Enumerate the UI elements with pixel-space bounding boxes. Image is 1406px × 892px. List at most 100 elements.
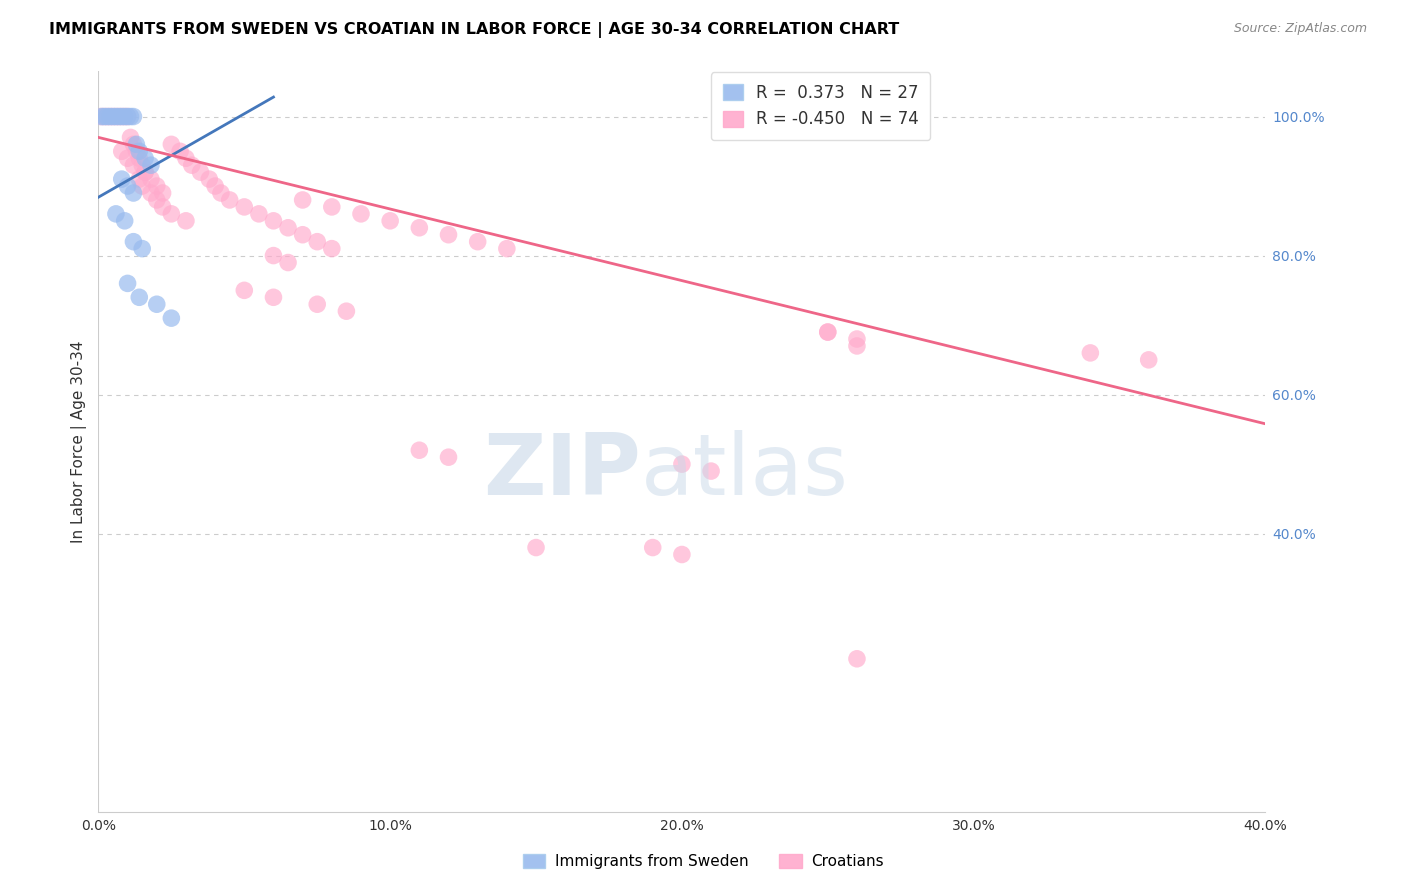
Point [160, 311, 183, 326]
Point [111, 145, 134, 159]
Point [146, 297, 169, 311]
Point [101, 110, 124, 124]
Point [291, 193, 314, 207]
Point [152, 200, 174, 214]
Point [467, 235, 489, 249]
Text: Source: ZipAtlas.com: Source: ZipAtlas.com [1233, 22, 1367, 36]
Point [128, 145, 150, 159]
Point [122, 158, 145, 172]
Point [117, 110, 139, 124]
Point [408, 443, 430, 458]
Point [93, 110, 115, 124]
Point [96, 110, 118, 124]
Point [131, 179, 153, 194]
Point [277, 220, 299, 235]
Point [122, 186, 145, 200]
Point [117, 277, 139, 291]
Point [437, 227, 460, 242]
Point [128, 172, 150, 186]
Point [209, 186, 232, 200]
Point [198, 172, 221, 186]
Point [350, 207, 373, 221]
Point [233, 283, 256, 297]
Point [671, 457, 693, 471]
Point [98, 110, 121, 124]
Point [98, 110, 121, 124]
Point [108, 110, 131, 124]
Point [125, 145, 148, 159]
Point [120, 130, 142, 145]
Point [111, 110, 134, 124]
Point [335, 304, 357, 318]
Text: ZIP: ZIP [484, 430, 641, 513]
Point [96, 110, 118, 124]
Point [146, 193, 169, 207]
Point [204, 179, 226, 194]
Point [846, 652, 869, 666]
Y-axis label: In Labor Force | Age 30-34: In Labor Force | Age 30-34 [72, 340, 87, 543]
Point [122, 235, 145, 249]
Point [146, 179, 169, 194]
Point [128, 151, 150, 165]
Point [114, 110, 136, 124]
Point [114, 214, 136, 228]
Point [90, 110, 112, 124]
Point [131, 242, 153, 256]
Point [174, 151, 197, 165]
Point [108, 110, 131, 124]
Point [218, 193, 240, 207]
Point [291, 227, 314, 242]
Point [131, 158, 153, 172]
Point [846, 332, 869, 346]
Point [114, 110, 136, 124]
Point [321, 242, 343, 256]
Point [93, 110, 115, 124]
Point [117, 151, 139, 165]
Point [174, 214, 197, 228]
Point [139, 186, 162, 200]
Point [180, 158, 202, 172]
Point [817, 325, 839, 339]
Point [101, 110, 124, 124]
Point [671, 548, 693, 562]
Point [104, 110, 127, 124]
Point [247, 207, 270, 221]
Point [262, 214, 284, 228]
Point [641, 541, 664, 555]
Point [437, 450, 460, 465]
Point [122, 110, 145, 124]
Point [380, 214, 402, 228]
Point [122, 137, 145, 152]
Point [139, 172, 162, 186]
Point [307, 235, 329, 249]
Point [262, 290, 284, 304]
Point [496, 242, 519, 256]
Point [139, 158, 162, 172]
Point [277, 255, 299, 269]
Point [111, 172, 134, 186]
Point [128, 290, 150, 304]
Point [321, 200, 343, 214]
Point [117, 110, 139, 124]
Point [152, 186, 174, 200]
Point [160, 207, 183, 221]
Point [134, 151, 156, 165]
Point [1080, 346, 1102, 360]
Point [190, 165, 212, 179]
Point [104, 110, 127, 124]
Point [1137, 352, 1160, 367]
Point [262, 249, 284, 263]
Point [700, 464, 723, 478]
Point [134, 165, 156, 179]
Point [524, 541, 547, 555]
Point [233, 200, 256, 214]
Point [408, 220, 430, 235]
Text: atlas: atlas [641, 430, 849, 513]
Point [307, 297, 329, 311]
Point [846, 339, 869, 353]
Point [90, 110, 112, 124]
Point [111, 110, 134, 124]
Point [160, 137, 183, 152]
Legend: R =  0.373   N = 27, R = -0.450   N = 74: R = 0.373 N = 27, R = -0.450 N = 74 [711, 72, 931, 140]
Point [117, 179, 139, 194]
